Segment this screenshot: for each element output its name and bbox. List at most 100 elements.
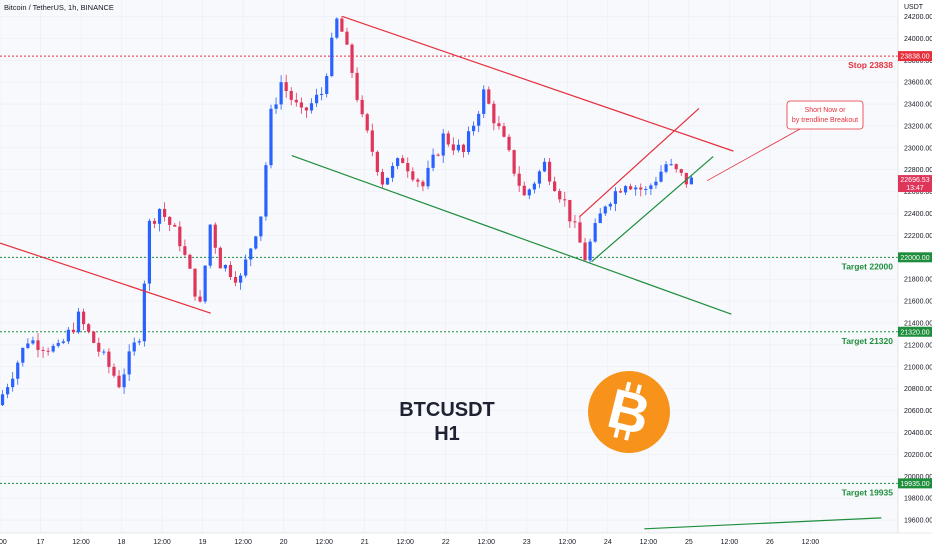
- candle-body: [208, 224, 212, 266]
- trendline-descending-resistance: [342, 15, 734, 152]
- level-price-tag-label: 21320.00: [900, 329, 929, 336]
- candle-body: [390, 166, 395, 178]
- price-scale[interactable]: [898, 0, 932, 533]
- candle-body: [365, 114, 369, 131]
- candle-body: [542, 161, 547, 172]
- candle-body: [644, 188, 648, 190]
- annotation-line-1: Short Now or: [805, 107, 847, 114]
- candle-body: [522, 185, 526, 196]
- candle-body: [547, 161, 552, 182]
- price-tick-label: 19600.00: [904, 518, 932, 525]
- candle-body: [593, 223, 597, 242]
- price-tick-label: 21800.00: [904, 277, 932, 284]
- time-tick-label: 12:00: [315, 539, 333, 546]
- candle-body: [117, 375, 121, 388]
- candle-body: [279, 82, 283, 105]
- candle-body: [527, 189, 531, 196]
- candle-body: [563, 199, 567, 201]
- candle-body: [66, 329, 70, 342]
- candle-body: [314, 94, 319, 104]
- candle-body: [264, 165, 268, 217]
- candle-body: [426, 167, 430, 187]
- candle-body: [507, 136, 511, 151]
- price-tick-label: 20800.00: [904, 386, 932, 393]
- candle-body: [157, 208, 162, 224]
- price-tick-label: 23200.00: [904, 123, 932, 130]
- level-label: Stop 23838: [848, 60, 893, 70]
- candle-body: [238, 275, 243, 283]
- current-price: 22696.53: [900, 177, 929, 184]
- candle-body: [102, 351, 106, 353]
- trendline-rising-wedge-resistance: [579, 107, 700, 218]
- candle-body: [147, 220, 152, 284]
- candle-body: [411, 171, 415, 180]
- candle-body: [51, 345, 55, 352]
- candle-body: [406, 163, 410, 172]
- time-tick-label: 12:00: [477, 539, 495, 546]
- price-tick-label: 24200.00: [904, 14, 932, 21]
- level-label: Target 21320: [842, 336, 894, 346]
- candle-body: [11, 378, 15, 388]
- candle-body: [31, 340, 35, 344]
- price-tick-label: 22200.00: [904, 233, 932, 240]
- candle-body: [309, 103, 314, 111]
- candle-body: [330, 37, 334, 77]
- candle-body: [451, 144, 455, 151]
- price-tick-label: 23400.00: [904, 102, 932, 109]
- candle-body: [193, 268, 197, 297]
- time-tick-label: 19: [199, 539, 207, 546]
- candle-body: [603, 206, 607, 214]
- time-axis[interactable]: [0, 533, 932, 550]
- candle-body: [492, 103, 496, 124]
- level-label: Target 19935: [842, 487, 894, 497]
- candle-body: [168, 216, 172, 225]
- candle-body: [360, 99, 364, 115]
- candle-body: [689, 177, 694, 185]
- candle-body: [26, 343, 30, 348]
- candle-body: [350, 44, 354, 73]
- time-tick-label: 12:00: [72, 539, 90, 546]
- candle-body: [441, 133, 445, 156]
- time-tick-label: 18: [118, 539, 126, 546]
- time-tick-label: 20: [280, 539, 288, 546]
- candle-body: [122, 374, 126, 388]
- candle-body: [537, 171, 542, 184]
- candle-body: [107, 351, 111, 367]
- time-tick-label: 26: [766, 539, 774, 546]
- candle-body: [335, 18, 339, 38]
- pair-label: BTCUSDT: [399, 399, 495, 421]
- price-tick-label: 21600.00: [904, 299, 932, 306]
- price-tick-label: 21200.00: [904, 342, 932, 349]
- candle-body: [583, 242, 587, 261]
- price-tick-label: 20000.00: [904, 474, 932, 481]
- trendline-prior-downtrend: [0, 242, 211, 314]
- candle-body: [97, 342, 101, 352]
- candle-body: [16, 362, 20, 379]
- candle-body: [127, 351, 131, 375]
- level-price-tag: [898, 252, 932, 263]
- time-tick-label: 17: [37, 539, 45, 546]
- candle-body: [76, 311, 81, 333]
- candle-body: [674, 164, 678, 170]
- candle-body: [142, 283, 146, 342]
- time-tick-label: 21: [361, 539, 369, 546]
- candle-body: [598, 213, 602, 224]
- time-tick-label: 12:00: [802, 539, 820, 546]
- candle-body: [304, 107, 309, 111]
- price-tick-label: 19800.00: [904, 496, 932, 503]
- trendline-lower-green: [644, 517, 882, 530]
- candle-body: [81, 311, 86, 325]
- time-tick-label: 12:00: [153, 539, 171, 546]
- candle-body: [370, 130, 374, 152]
- symbol-title[interactable]: Bitcoin / TetherUS, 1h, BINANCE: [4, 3, 114, 12]
- trendlines: [0, 15, 882, 530]
- candle-body: [482, 89, 486, 114]
- candle-body: [203, 265, 207, 302]
- candle-body: [299, 102, 303, 108]
- candle-body: [56, 342, 60, 346]
- candle-body: [284, 82, 288, 92]
- time-tick-label: 22: [442, 539, 450, 546]
- candle-body: [228, 264, 233, 277]
- candle-body: [679, 169, 683, 173]
